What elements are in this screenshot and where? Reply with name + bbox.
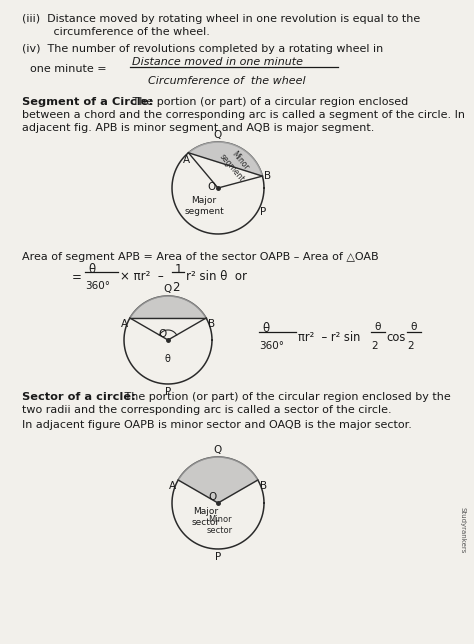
- Text: θ: θ: [374, 322, 381, 332]
- Text: O: O: [208, 182, 216, 192]
- Text: Minor
sector: Minor sector: [207, 515, 233, 535]
- Text: × πr²  –: × πr² –: [120, 270, 164, 283]
- Text: B: B: [208, 319, 215, 329]
- Text: B: B: [260, 481, 267, 491]
- Text: two radii and the corresponding arc is called a sector of the circle.: two radii and the corresponding arc is c…: [22, 405, 392, 415]
- Text: θ: θ: [88, 263, 95, 276]
- Text: between a chord and the corresponding arc is called a segment of the circle. In: between a chord and the corresponding ar…: [22, 110, 465, 120]
- Text: πr²  – r² sin: πr² – r² sin: [298, 331, 360, 344]
- Text: Q: Q: [164, 284, 172, 294]
- Text: Segment of a Circle:: Segment of a Circle:: [22, 97, 153, 107]
- Text: (iv)  The number of revolutions completed by a rotating wheel in: (iv) The number of revolutions completed…: [22, 44, 383, 54]
- Polygon shape: [189, 142, 263, 176]
- Text: P: P: [215, 552, 221, 562]
- Text: The portion (or part) of the circular region enclosed by the: The portion (or part) of the circular re…: [121, 392, 451, 402]
- Text: =: =: [72, 271, 82, 284]
- Text: O: O: [209, 492, 217, 502]
- Text: adjacent fig. APB is minor segment and AQB is major segment.: adjacent fig. APB is minor segment and A…: [22, 123, 374, 133]
- Text: 360°: 360°: [259, 341, 284, 351]
- Text: θ: θ: [164, 354, 170, 364]
- Text: A: A: [183, 155, 190, 165]
- Text: θ: θ: [262, 322, 269, 335]
- Text: A: A: [169, 481, 176, 491]
- Text: r² sin θ  or: r² sin θ or: [186, 270, 247, 283]
- Text: In adjacent figure OAPB is minor sector and OAQB is the major sector.: In adjacent figure OAPB is minor sector …: [22, 420, 412, 430]
- Text: Q: Q: [214, 445, 222, 455]
- Polygon shape: [178, 457, 258, 503]
- Text: cos: cos: [386, 331, 405, 344]
- Text: Area of segment APB = Area of the sector OAPB – Area of △OAB: Area of segment APB = Area of the sector…: [22, 252, 379, 262]
- Text: 2: 2: [172, 281, 180, 294]
- Text: Sector of a circle:: Sector of a circle:: [22, 392, 136, 402]
- Text: The portion (or part) of a circular region enclosed: The portion (or part) of a circular regi…: [129, 97, 408, 107]
- Text: O: O: [159, 329, 167, 339]
- Text: 1: 1: [175, 263, 182, 276]
- Text: Distance moved in one minute: Distance moved in one minute: [132, 57, 303, 67]
- Text: 2: 2: [371, 341, 378, 351]
- Text: Studyrankers: Studyrankers: [460, 507, 466, 553]
- Text: P: P: [260, 207, 266, 217]
- Text: one minute =: one minute =: [30, 64, 107, 74]
- Text: Major
sector: Major sector: [192, 507, 220, 527]
- Text: (iii)  Distance moved by rotating wheel in one revolution is equal to the: (iii) Distance moved by rotating wheel i…: [22, 14, 420, 24]
- Text: B: B: [264, 171, 272, 181]
- Text: Minor
segment: Minor segment: [218, 145, 255, 184]
- Text: Q: Q: [214, 130, 222, 140]
- Text: Major
segment: Major segment: [184, 196, 224, 216]
- Polygon shape: [130, 296, 206, 318]
- Text: A: A: [121, 319, 128, 329]
- Text: θ: θ: [410, 322, 417, 332]
- Text: 2: 2: [407, 341, 414, 351]
- Text: circumference of the wheel.: circumference of the wheel.: [22, 27, 210, 37]
- Text: P: P: [165, 387, 171, 397]
- Text: Circumference of  the wheel: Circumference of the wheel: [148, 76, 306, 86]
- Text: 360°: 360°: [85, 281, 110, 291]
